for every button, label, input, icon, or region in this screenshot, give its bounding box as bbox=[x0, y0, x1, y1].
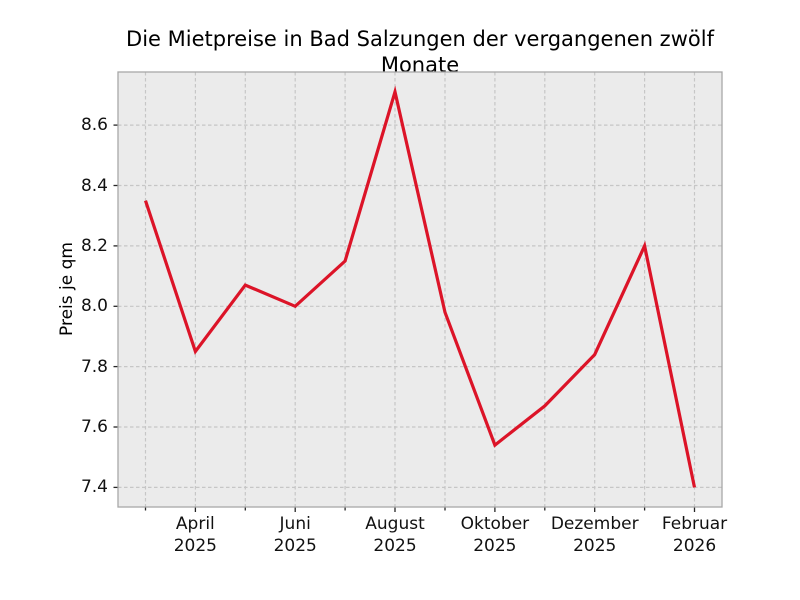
x-tick-label: Februar 2026 bbox=[661, 514, 728, 556]
y-tick-label: 7.6 bbox=[80, 417, 108, 437]
line-chart-svg bbox=[113, 71, 723, 512]
y-tick-label: 8.4 bbox=[80, 175, 108, 196]
y-tick-label: 7.8 bbox=[80, 356, 108, 377]
y-tick-label: 8.2 bbox=[80, 235, 108, 256]
x-tick-label: Oktober 2025 bbox=[460, 514, 530, 556]
x-tick-label: Juni 2025 bbox=[273, 514, 317, 556]
y-tick-label: 8.6 bbox=[80, 115, 108, 136]
y-tick-label: 8.0 bbox=[80, 296, 108, 317]
chart-title: Die Mietpreise in Bad Salzungen der verg… bbox=[126, 27, 714, 77]
axes-spines bbox=[117, 71, 723, 508]
x-tick-label: Dezember 2025 bbox=[550, 514, 639, 556]
x-tick-label: April 2025 bbox=[173, 514, 217, 556]
y-tick-label: 7.4 bbox=[80, 477, 108, 498]
plot-area bbox=[113, 71, 723, 512]
price-line-series bbox=[143, 85, 697, 488]
x-tick-label: August 2025 bbox=[365, 514, 425, 556]
